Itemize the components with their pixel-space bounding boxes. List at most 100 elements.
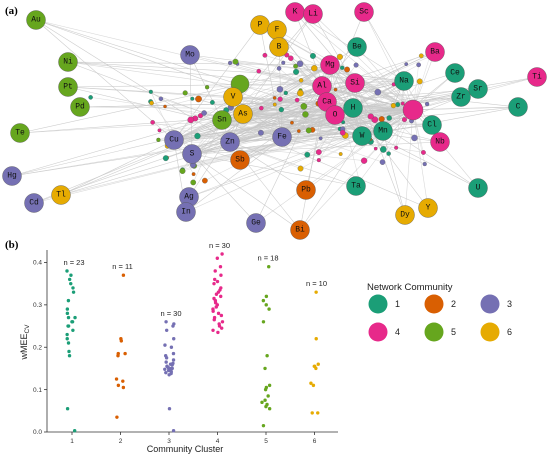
network-small-node — [422, 161, 427, 167]
network-small-node — [179, 168, 186, 174]
network-node-label: K — [293, 8, 298, 17]
network-node-label: Ni — [63, 58, 73, 67]
x-tick-label: 2 — [119, 438, 123, 445]
legend: Network Community 1 2 3 4 5 6 — [367, 282, 512, 342]
network-edge — [35, 19, 414, 111]
network-node-te: Te — [10, 123, 30, 143]
network-small-node — [195, 95, 202, 103]
x-tick-label: 5 — [264, 438, 268, 445]
network-node-label: Al — [317, 82, 327, 91]
network-node-si: Si — [345, 73, 365, 93]
network-node-hg: Hg — [2, 166, 22, 186]
network-node-circle — [303, 4, 323, 24]
legend-item-1: 1 — [368, 294, 400, 314]
network-node-circle — [182, 144, 202, 164]
data-point-cluster-3 — [166, 368, 171, 373]
network-node-na: Na — [394, 71, 414, 91]
network-small-node — [297, 89, 304, 97]
network-node-label: Pb — [301, 186, 311, 195]
network-node-circle — [346, 176, 366, 196]
n-label-cluster-4: n = 30 — [209, 241, 230, 250]
network-node-circle — [445, 63, 465, 83]
network-node-sr: Sr — [468, 79, 488, 99]
network-node-circle — [508, 97, 528, 117]
network-node-u: U — [468, 178, 488, 198]
network-node-label: In — [181, 208, 191, 217]
data-point-cluster-3 — [164, 360, 168, 364]
network-node-label: Sb — [235, 156, 245, 165]
network-small-node — [290, 120, 294, 125]
network-node-as: As — [233, 104, 253, 124]
data-point-cluster-5 — [267, 307, 271, 311]
network-node-circle — [296, 180, 316, 200]
x-tick-label: 1 — [70, 438, 74, 445]
network-node-label: Cd — [29, 199, 39, 208]
network-edge — [239, 135, 363, 159]
network-small-node — [311, 65, 318, 72]
network-small-node — [182, 90, 188, 96]
data-point-cluster-5 — [263, 366, 267, 371]
network-small-node — [272, 96, 277, 100]
network-node-label: Cl — [427, 121, 437, 130]
network-node-pt: Pt — [58, 77, 78, 97]
network-node-circle — [451, 87, 471, 107]
data-point-cluster-1 — [67, 277, 72, 282]
n-label-cluster-1: n = 23 — [63, 258, 84, 267]
data-point-cluster-5 — [263, 387, 268, 392]
network-edge — [226, 80, 405, 111]
data-point-cluster-6 — [316, 362, 320, 366]
data-point-cluster-2 — [115, 415, 119, 419]
network-node-circle — [354, 2, 374, 22]
network-node-circle — [422, 115, 442, 135]
network-edge — [382, 130, 406, 216]
network-node-li: Li — [303, 4, 323, 24]
network-small-node — [163, 104, 167, 109]
network-node-mo: Mo — [180, 45, 200, 65]
network-node-label: P — [258, 21, 263, 30]
network-small-node — [360, 157, 368, 164]
network-small-node — [88, 95, 93, 100]
data-point-cluster-2 — [121, 379, 125, 383]
network-node-sb: Sb — [230, 150, 250, 170]
network-node-circle — [468, 178, 488, 198]
network-edge — [329, 100, 414, 111]
network-small-node — [395, 102, 401, 108]
network-edges — [11, 11, 538, 231]
network-node-v: V — [223, 87, 243, 107]
network-node-mn: Mn — [373, 121, 393, 141]
network-node-circle — [58, 52, 78, 72]
network-node-label: Mg — [325, 61, 335, 70]
network-edge — [173, 96, 234, 141]
network-small-node — [378, 116, 385, 123]
network-small-node — [202, 177, 208, 184]
network-node-circle — [51, 185, 71, 205]
network-small-node — [258, 129, 264, 136]
network-small-node — [333, 87, 338, 92]
network-node-pb: Pb — [296, 180, 316, 200]
network-small-node — [278, 107, 284, 113]
network-edge — [242, 13, 314, 115]
legend-item-5: 5 — [424, 322, 456, 342]
legend-items: 1 2 3 4 5 6 — [368, 294, 512, 342]
data-point-cluster-3 — [164, 370, 168, 375]
network-node-label: Li — [308, 10, 318, 19]
network-small-node — [425, 101, 430, 107]
network-node-circle — [430, 132, 450, 152]
network-small-node — [316, 158, 321, 163]
data-point-cluster-2 — [121, 273, 126, 277]
network-node-label: As — [238, 110, 248, 119]
network-small-node — [210, 100, 215, 105]
data-point-cluster-5 — [261, 298, 266, 303]
network-node-label: Dy — [400, 211, 410, 220]
network-node-cd: Cd — [24, 193, 44, 213]
data-point-cluster-1 — [66, 298, 71, 303]
data-point-cluster-1 — [65, 337, 69, 341]
network-small-node — [373, 146, 378, 151]
data-point-cluster-2 — [123, 351, 127, 356]
network-node-circle — [223, 87, 243, 107]
network-node-label: S — [190, 150, 195, 159]
network-node-y: Y — [418, 198, 438, 218]
y-tick-label: 0.0 — [33, 429, 42, 436]
network-node-h: H — [343, 98, 363, 118]
data-point-cluster-5 — [264, 303, 268, 307]
